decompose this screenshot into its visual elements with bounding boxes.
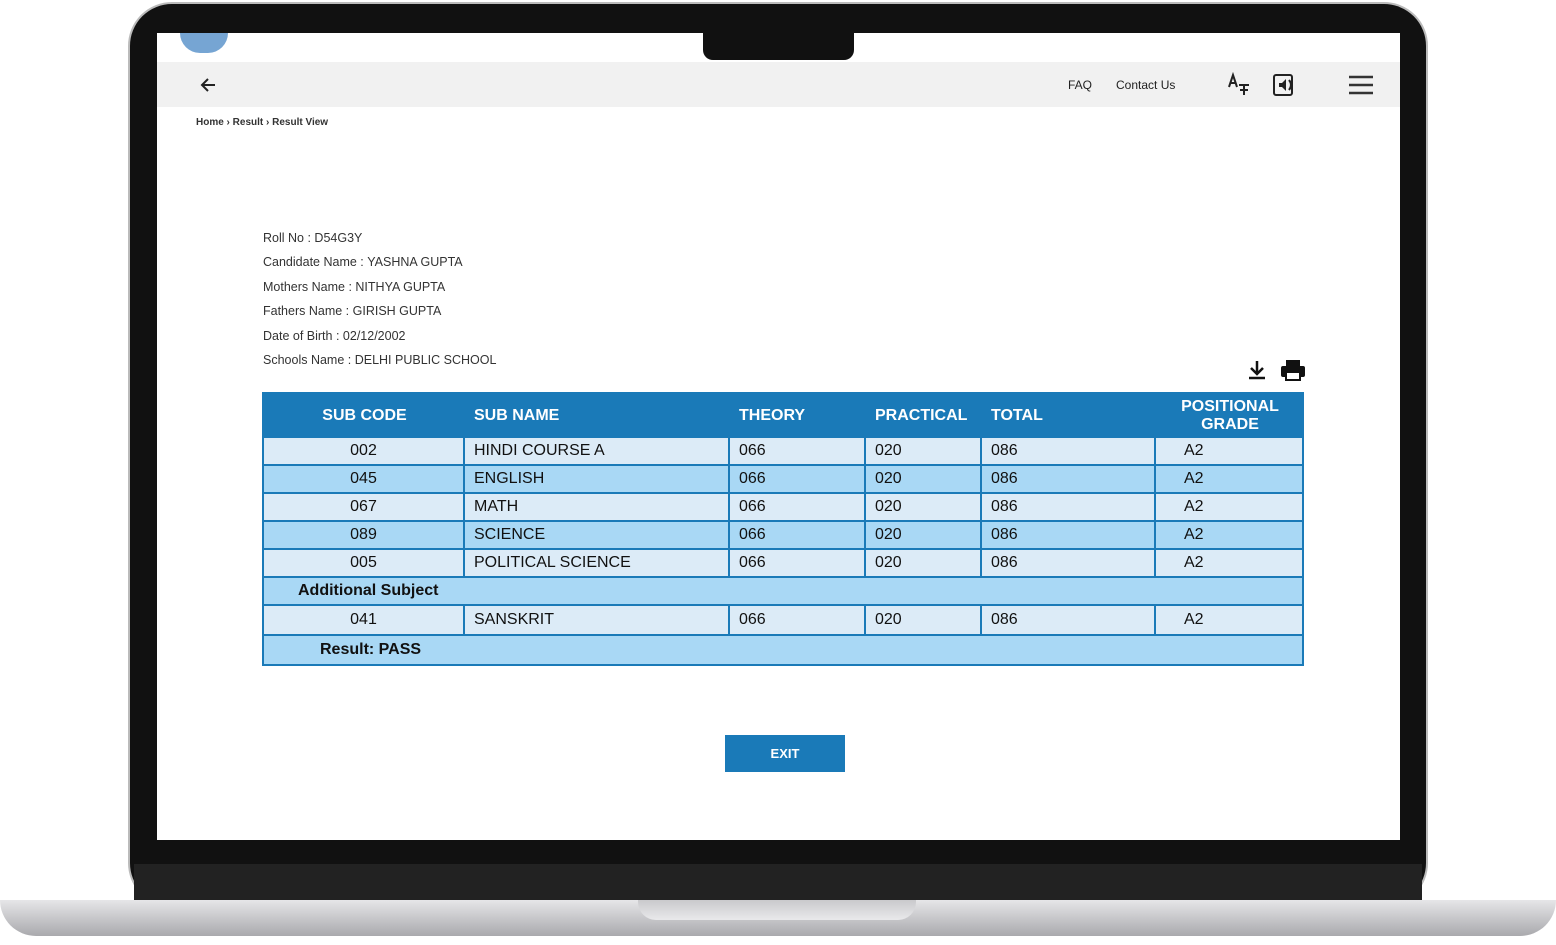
header-cell: PRACTICAL	[875, 407, 968, 424]
detail-value: D54G3Y	[314, 231, 363, 245]
detail-label: Roll No :	[263, 231, 311, 245]
detail-row: Fathers Name : GIRISH GUPTA	[263, 304, 441, 318]
detail-value: 02/12/2002	[342, 328, 406, 343]
table-cell: 086	[982, 606, 1156, 636]
table-cell: MATH	[465, 494, 730, 522]
base-notch	[638, 900, 916, 920]
translate-icon[interactable]	[1226, 72, 1252, 98]
table-cell: A2	[1156, 494, 1302, 522]
table-cell: HINDI COURSE A	[465, 438, 730, 466]
additional-subject-label: Additional Subject	[264, 578, 1302, 606]
table-cell: 067	[264, 494, 465, 522]
detail-row: Candidate Name : YASHNA GUPTA	[263, 255, 463, 269]
table-cell: 086	[982, 550, 1156, 578]
table-row	[264, 550, 1302, 578]
table-cell: SANSKRIT	[465, 606, 730, 636]
table-cell: SCIENCE	[465, 522, 730, 550]
table-cell: 066	[730, 466, 866, 494]
table-cell: 041	[264, 606, 465, 636]
table-cell: A2	[1156, 466, 1302, 494]
detail-value: YASHNA GUPTA	[367, 255, 463, 270]
detail-row: Date of Birth : 02/12/2002	[263, 329, 405, 343]
table-cell: 005	[264, 550, 465, 578]
nav-link[interactable]: FAQ	[1068, 78, 1093, 92]
table-row	[264, 494, 1302, 522]
table-cell: A2	[1156, 550, 1302, 578]
detail-row: Mothers Name : NITHYA GUPTA	[263, 280, 445, 294]
exit-button[interactable]: EXIT	[725, 735, 845, 772]
table-cell: 066	[730, 522, 866, 550]
table-row	[264, 522, 1302, 550]
table-cell: A2	[1156, 522, 1302, 550]
result-table: SUB CODE SUB NAME THEORY PRACTICAL TOTAL POSI…	[262, 392, 1304, 666]
table-row	[264, 606, 1302, 636]
back-button[interactable]	[198, 74, 220, 96]
table-cell: A2	[1156, 438, 1302, 466]
table-cell: 066	[730, 494, 866, 522]
logo	[180, 33, 228, 53]
table-cell: 020	[866, 550, 982, 578]
table-cell: ENGLISH	[465, 466, 730, 494]
table-cell: 002	[264, 438, 465, 466]
print-icon[interactable]	[1280, 358, 1306, 382]
detail-label: Schools Name :	[263, 353, 352, 367]
table-cell: A2	[1156, 606, 1302, 636]
table-cell: 020	[866, 466, 982, 494]
table-cell: 086	[982, 494, 1156, 522]
table-cell: 066	[730, 606, 866, 636]
table-cell: 086	[982, 438, 1156, 466]
table-cell: 066	[730, 550, 866, 578]
table-row	[264, 438, 1302, 466]
table-cell: 045	[264, 466, 465, 494]
table-cell: 086	[982, 466, 1156, 494]
table-cell: 020	[866, 494, 982, 522]
table-cell: 066	[730, 438, 866, 466]
table-cell: 020	[866, 438, 982, 466]
table-cell: 089	[264, 522, 465, 550]
audio-icon[interactable]	[1272, 72, 1298, 98]
detail-value: DELHI PUBLIC SCHOOL	[354, 353, 497, 367]
camera-notch	[703, 33, 854, 60]
table-cell: POLITICAL SCIENCE	[465, 550, 730, 578]
nav-bar	[157, 62, 1400, 107]
detail-label: Date of Birth :	[263, 328, 340, 343]
detail-row: Roll No : D54G3Y	[263, 231, 362, 245]
table-cell: 086	[982, 522, 1156, 550]
table-cell: 020	[866, 606, 982, 636]
detail-value: GIRISH GUPTA	[352, 304, 442, 319]
bezel-bottom	[134, 864, 1422, 902]
detail-value: NITHYA GUPTA	[355, 279, 446, 294]
result-row: Result: PASS	[264, 636, 1302, 664]
table-header	[264, 394, 1302, 438]
header-cell: SUB CODE	[322, 407, 407, 424]
detail-row: Schools Name : DELHI PUBLIC SCHOOL	[263, 353, 496, 367]
table-row	[264, 466, 1302, 494]
breadcrumb: Home › Result › Result View	[196, 117, 329, 128]
detail-label: Candidate Name :	[263, 255, 364, 270]
table-cell: 020	[866, 522, 982, 550]
header-cell: TOTAL	[991, 407, 1043, 424]
menu-icon[interactable]	[1347, 73, 1375, 97]
detail-label: Fathers Name :	[263, 304, 350, 319]
nav-link[interactable]: Contact Us	[1116, 78, 1176, 92]
download-icon[interactable]	[1246, 359, 1268, 381]
header-cell: POSITIONAL GRADE	[1181, 398, 1279, 433]
header-cell: SUB NAME	[474, 407, 560, 424]
header-cell: THEORY	[739, 407, 806, 424]
detail-label: Mothers Name :	[263, 279, 352, 294]
